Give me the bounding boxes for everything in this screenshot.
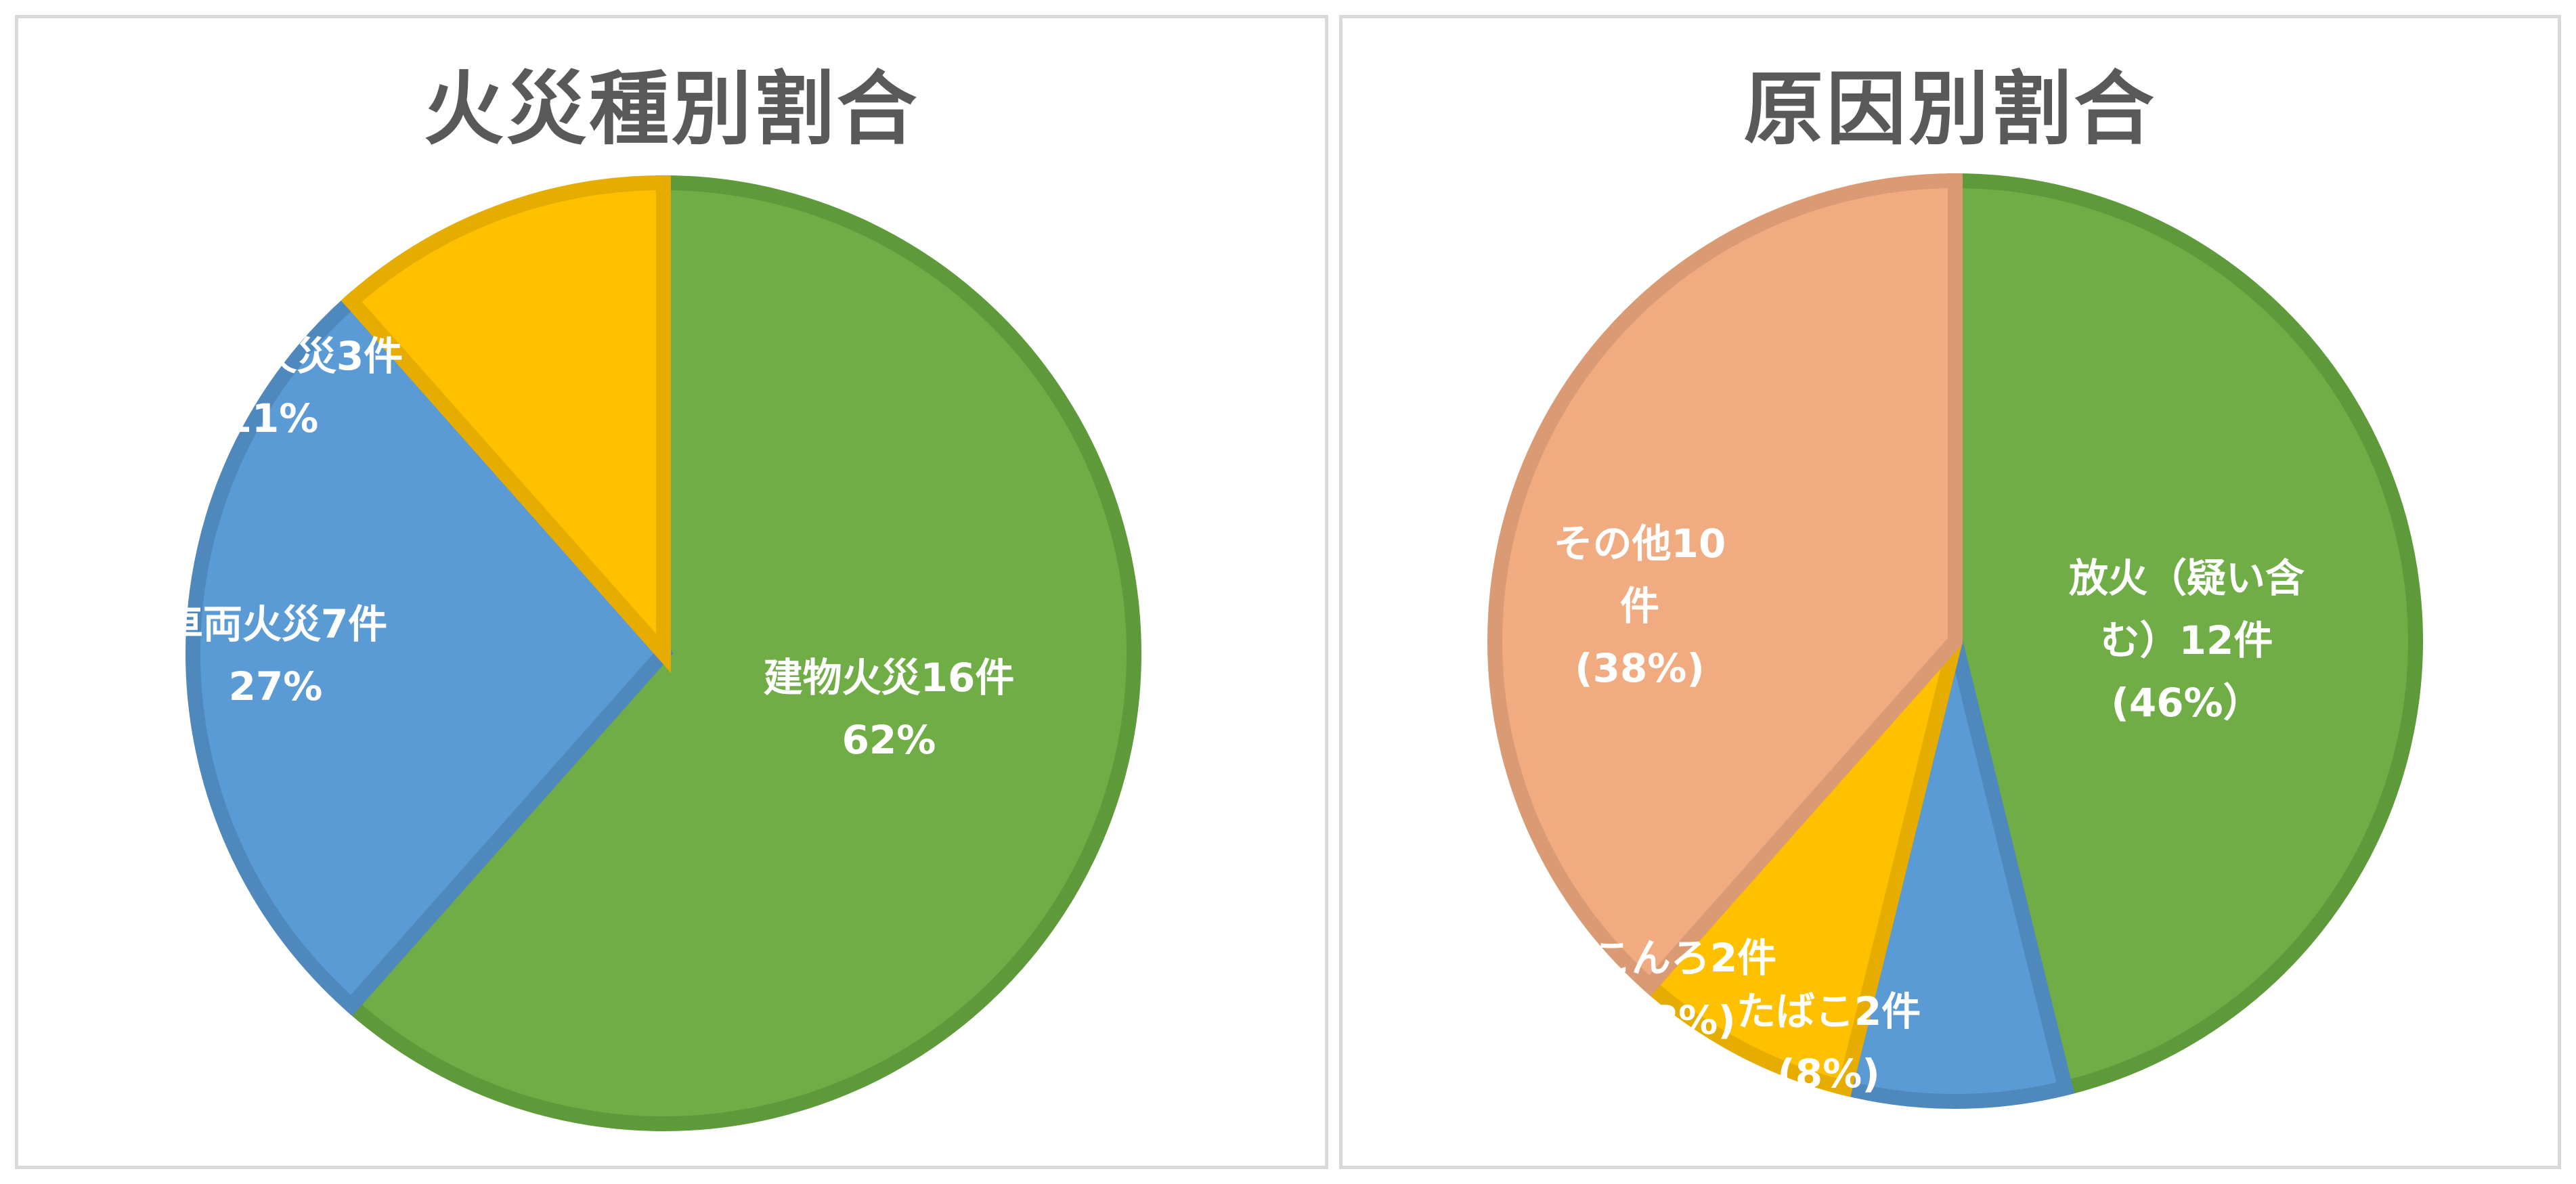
slice-data-label: その他10 bbox=[1554, 521, 1726, 567]
slice-data-label: 建物火災16件 bbox=[764, 655, 1015, 701]
pie-slice bbox=[341, 175, 1142, 1131]
slice-data-label: 11% bbox=[225, 395, 319, 441]
pie-slice bbox=[341, 175, 671, 674]
slice-data-label: (46%） bbox=[2111, 680, 2262, 726]
slice-data-label: たばこ2件 bbox=[1737, 988, 1921, 1034]
pie-chart-cause: 放火（疑い含む）12件(46%）たばこ2件(8%)こんろ2件(8%)その他10件… bbox=[1487, 173, 2423, 1109]
chart-panel-fire-type: 火災種別割合 建物火災16件 62% 車両火災7件 27% その他火災3件 11% bbox=[15, 15, 1328, 1169]
pie-slice bbox=[1487, 173, 1963, 996]
slice-data-label: 件 bbox=[1620, 583, 1659, 629]
slice-data-label: 62% bbox=[842, 717, 936, 763]
pie-slice bbox=[1639, 636, 1963, 1097]
pie-slice bbox=[1835, 639, 2075, 1109]
slice-data-label: (38%) bbox=[1575, 645, 1705, 691]
slice-data-label: 27% bbox=[229, 663, 323, 709]
chart-panel-cause: 原因別割合 放火（疑い含 む）12件 (46%） たばこ2件 (8%) こんろ2件 (8%)… bbox=[1339, 15, 2561, 1169]
slice-data-label: む）12件 bbox=[2101, 617, 2273, 663]
pie-slice bbox=[185, 290, 674, 1016]
slice-data-label: (8%) bbox=[1777, 1051, 1880, 1097]
slice-data-label: こんろ2件 bbox=[1592, 935, 1776, 981]
slice-data-label: 放火（疑い含 bbox=[2069, 555, 2305, 601]
pie-chart-fire-type: 建物火災16件 62% 車両火災7件 27% その他火災3件 11% bbox=[140, 175, 1142, 1131]
pie-slice bbox=[1948, 173, 2423, 1097]
chart-title: 原因別割合 bbox=[1743, 62, 2157, 156]
slice-data-label: 車両火災7件 bbox=[164, 601, 387, 647]
chart-title: 火災種別割合 bbox=[423, 62, 919, 156]
slice-data-label: (8%) bbox=[1633, 997, 1736, 1043]
slice-data-label: その他火災3件 bbox=[140, 333, 403, 379]
